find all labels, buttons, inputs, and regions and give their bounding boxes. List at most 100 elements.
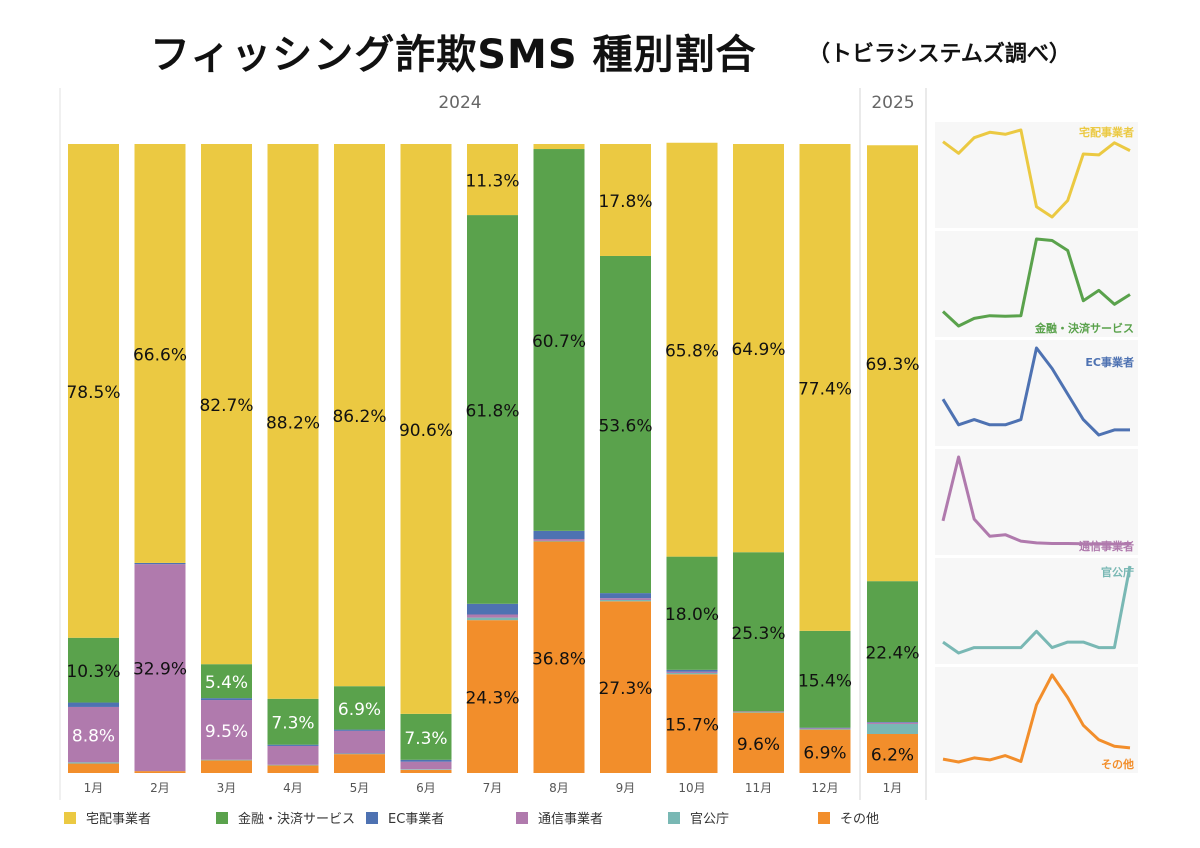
bar-segment [867,734,918,773]
bar-segment [334,754,385,773]
bar-segment [867,581,918,723]
x-tick-label: 3月 [217,781,237,795]
bar-segment [400,144,452,714]
bar-segment [267,744,319,746]
bar-segment [799,728,851,729]
legend-item-other: その他 [818,808,879,827]
bar-segment [467,620,518,773]
legend-swatch [216,811,228,824]
bar-segment [666,672,718,675]
bar-segment [400,713,452,760]
data-label: 24.3% [465,689,519,709]
legend-swatch [366,811,378,824]
bar-segment [666,674,718,773]
data-label: 66.6% [133,345,187,365]
bar-segment [400,769,452,773]
sparkline-panel [935,667,1138,773]
bar-segment [600,598,651,601]
legend-item-finance: 金融・決済サービス [216,808,355,827]
bar-segment [467,603,518,615]
data-label: 60.7% [532,332,586,352]
bar-segment [201,698,252,701]
bar-segment [68,762,119,764]
bar-segment [467,144,518,216]
legend: 宅配事業者 金融・決済サービス EC事業者 通信事業者 官公庁 その他 [0,808,1200,836]
x-tick-label: 2月 [150,781,170,795]
legend-item-delivery: 宅配事業者 [64,808,151,827]
bar-segment [533,144,585,150]
legend-swatch [818,811,830,824]
data-label: 6.2% [871,746,914,766]
bar-segment [201,700,252,760]
bar-segment [334,686,385,730]
bar-segment [68,702,119,707]
bar-segment [134,144,186,563]
bar-segment [334,144,385,687]
data-label: 53.6% [598,417,652,437]
bar-segment [666,142,718,557]
x-tick-label: 5月 [350,781,370,795]
sparkline-label: その他 [1101,757,1134,771]
data-label: 22.4% [865,644,919,664]
data-label: 36.8% [532,649,586,669]
bar-segment [267,144,319,699]
bar-segment [68,144,119,638]
data-label: 15.4% [798,671,852,691]
data-label: 86.2% [332,407,386,427]
x-tick-label: 11月 [745,781,772,795]
legend-label: 金融・決済サービス [238,812,356,827]
x-tick-label: 4月 [283,781,303,795]
bar-segment [600,144,651,256]
bar-segment [533,541,585,773]
bar-segment [533,149,585,531]
x-tick-label: 9月 [616,781,636,795]
x-tick-label: 7月 [483,781,503,795]
year-label-2024: 2024 [438,93,481,113]
bar-segment [533,530,585,540]
bar-segment [733,552,784,712]
x-tick-label: 1月 [84,781,104,795]
bar-segment [799,729,851,773]
bar-segment [533,539,585,541]
year-label-2025: 2025 [871,93,914,113]
data-label: 8.8% [72,727,115,747]
chart-subtitle: （トビラシステムズ調べ） [808,42,1071,67]
bar-segment [68,706,119,763]
bar-segment [334,730,385,754]
sparkline [942,128,1131,219]
data-label: 25.3% [731,624,785,644]
data-label: 15.7% [665,716,719,736]
bar-segment [666,671,718,673]
sparkline [942,565,1132,655]
bar-segment [799,630,851,728]
data-label: 32.9% [133,660,187,680]
bar-segment [334,753,385,755]
data-label: 77.4% [798,379,852,399]
data-label: 5.4% [205,673,248,693]
bar-segment [400,759,452,762]
bar-segment [733,711,784,712]
legend-label: 官公庁 [690,812,730,827]
data-label: 61.8% [465,401,519,421]
bar-segment [799,727,851,729]
legend-label: 通信事業者 [538,812,604,827]
data-label: 10.3% [66,662,120,682]
bar-segment [267,764,319,766]
data-label: 18.0% [665,605,719,625]
legend-label: その他 [840,812,880,827]
data-label: 11.3% [465,172,519,192]
data-label: 7.3% [271,714,314,734]
bar-segment [68,637,119,703]
bar-segment [68,763,119,773]
data-label: 6.9% [338,700,381,720]
sparkline-panel [935,340,1138,446]
bar-segment [533,540,585,542]
sparkline-label: 官公庁 [1101,565,1134,579]
sparkline [941,237,1131,328]
x-tick-label: 6月 [416,781,436,795]
data-label: 9.5% [205,722,248,742]
bar-segment [400,769,452,770]
bar-segment [600,255,651,594]
bar-segment [267,745,319,765]
bar-segment [400,761,452,770]
